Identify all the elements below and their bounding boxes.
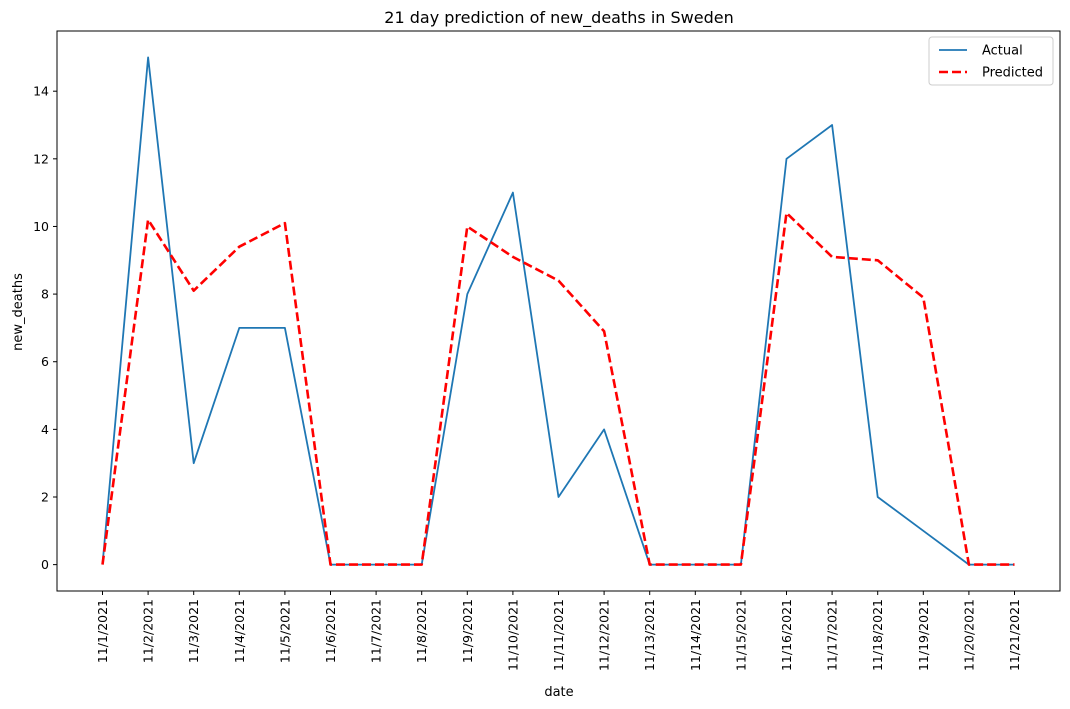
series-line-predicted (101, 211, 1015, 566)
x-tick-label: 11/4/2021 (232, 599, 247, 663)
x-tick-label: 11/8/2021 (414, 599, 429, 663)
series-line-actual (101, 56, 1015, 566)
y-axis-label: new_deaths (11, 273, 26, 351)
y-tick-label: 2 (41, 489, 49, 504)
x-tick-label: 11/18/2021 (870, 599, 885, 671)
x-tick-label: 11/3/2021 (186, 599, 201, 663)
x-tick-label: 11/14/2021 (688, 599, 703, 671)
x-tick-label: 11/15/2021 (733, 599, 748, 671)
legend-label-predicted: Predicted (982, 66, 1043, 81)
x-tick-label: 11/5/2021 (277, 599, 292, 663)
y-tick-label: 4 (41, 422, 49, 437)
y-tick-label: 14 (33, 84, 49, 99)
y-tick-label: 0 (41, 557, 49, 572)
x-tick-label: 11/12/2021 (597, 599, 612, 671)
x-tick-label: 11/9/2021 (460, 599, 475, 663)
chart-title: 21 day prediction of new_deaths in Swede… (384, 8, 733, 28)
y-tick-label: 10 (33, 219, 49, 234)
x-tick-label: 11/17/2021 (825, 599, 840, 671)
y-tick-label: 6 (41, 354, 49, 369)
x-tick-label: 11/19/2021 (916, 599, 931, 671)
x-tick-label: 11/6/2021 (323, 599, 338, 663)
x-tick-label: 11/10/2021 (505, 599, 520, 671)
x-tick-label: 11/11/2021 (551, 599, 566, 671)
y-tick-label: 8 (41, 287, 49, 302)
legend-label-actual: Actual (982, 44, 1023, 59)
x-axis-label: date (544, 685, 573, 700)
x-tick-label: 11/20/2021 (961, 599, 976, 671)
x-tick-label: 11/21/2021 (1007, 599, 1022, 671)
x-tick-label: 11/16/2021 (779, 599, 794, 671)
y-tick-label: 12 (33, 151, 49, 166)
x-tick-label: 11/13/2021 (642, 599, 657, 671)
x-tick-label: 11/7/2021 (369, 599, 384, 663)
legend: Actual Predicted (928, 36, 1054, 86)
x-tick-label: 11/2/2021 (141, 599, 156, 663)
x-tick-label: 11/1/2021 (95, 599, 110, 663)
plot-area: 0 2 4 6 8 10 12 14 11/1/2021 11/2/2021 11/3/2021 11… (33, 30, 1061, 671)
